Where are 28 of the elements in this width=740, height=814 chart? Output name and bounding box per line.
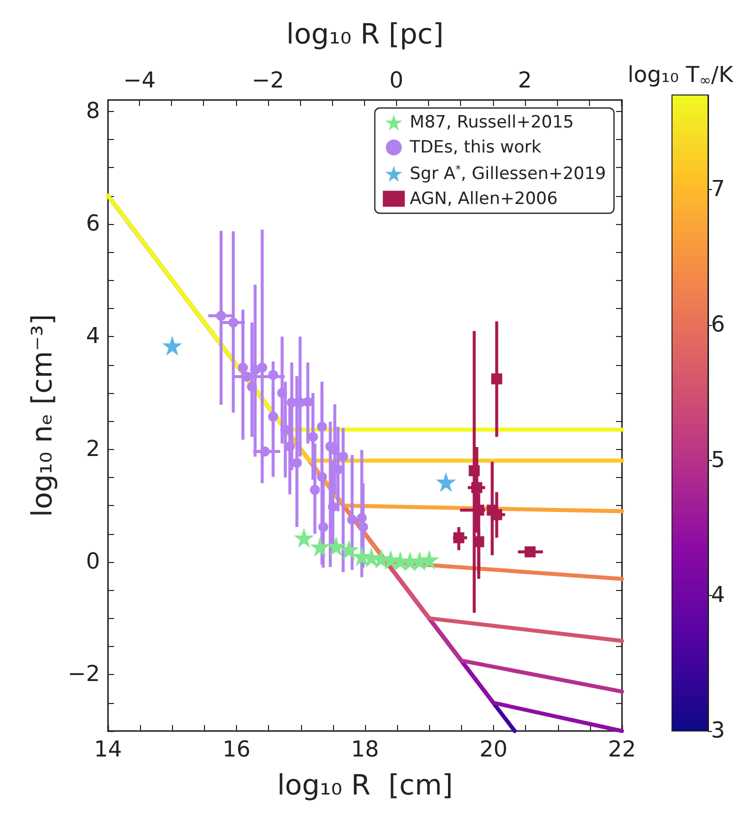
x-tick-label: 22	[608, 738, 636, 762]
color-bar-title: log₁₀ T∞/K	[628, 63, 734, 89]
y-tick-label: 0	[86, 549, 100, 574]
y-tick-label: 6	[86, 211, 100, 236]
x2-tick-label: −2	[252, 68, 284, 94]
x2-axis-title: log₁₀ R [pc]	[286, 18, 444, 50]
y-tick-label: 4	[86, 324, 100, 350]
x-tick-label: 20	[480, 738, 508, 762]
x2-tick-label: 2	[518, 68, 532, 94]
x-tick-label: 14	[94, 738, 122, 762]
color-bar-label: 5	[711, 448, 725, 473]
color-bar-label: 7	[711, 177, 725, 202]
x-tick-label: 18	[351, 738, 379, 762]
x-axis-title: log₁₀ R [cm]	[277, 768, 453, 802]
y-tick-label: 8	[86, 98, 100, 124]
x-tick-label: 16	[222, 738, 250, 762]
legend-label: TDEs, this work	[408, 138, 542, 158]
x2-tick-label: 0	[389, 68, 404, 94]
color-bar-label: 4	[711, 583, 725, 608]
legend-label: AGN, Allen+2006	[410, 188, 558, 209]
legend-label: M87, Russell+2015	[410, 112, 574, 132]
y-tick-label: 2	[86, 436, 100, 462]
color-bar-label: 3	[711, 718, 725, 744]
color-bar-label: 6	[711, 312, 725, 338]
y-axis-title: log₁₀ nₑ [cm⁻³]	[26, 314, 58, 517]
legend-label: Sgr A*, Gillessen+2019	[410, 163, 606, 184]
x2-tick-label: −4	[123, 68, 156, 94]
y-tick-label: −2	[68, 662, 100, 688]
